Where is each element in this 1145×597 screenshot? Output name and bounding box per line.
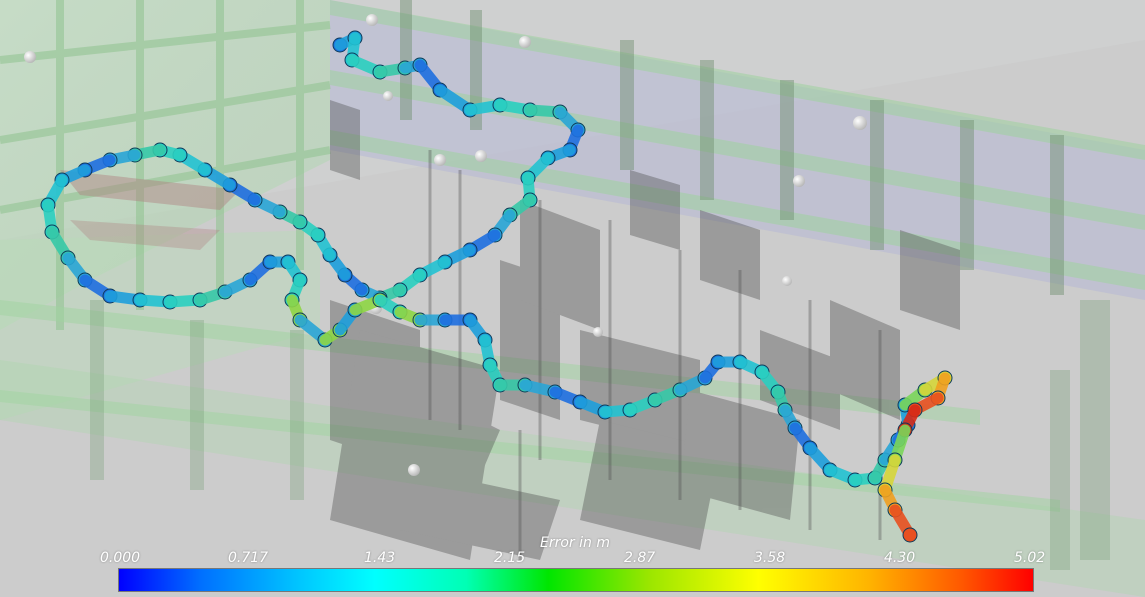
colorbar-tick-label: 1.43 [364, 550, 396, 566]
trajectory-bead [902, 527, 918, 543]
anchor-sphere [853, 116, 867, 130]
anchor-sphere [434, 154, 446, 166]
colorbar-tick-label: 2.15 [494, 550, 526, 566]
error-colorbar [118, 568, 1034, 592]
colorbar-tick-label: 0.717 [228, 550, 269, 566]
anchor-sphere [593, 327, 603, 337]
colorbar-tick-label: 0.000 [100, 550, 141, 566]
trajectory-path [40, 30, 953, 543]
colorbar-tick-label: 2.87 [624, 550, 656, 566]
anchor-sphere [24, 51, 36, 63]
anchor-sphere [475, 150, 487, 162]
colorbar-tick-label: 3.58 [754, 550, 786, 566]
anchor-sphere [519, 36, 531, 48]
anchor-sphere [408, 464, 420, 476]
anchor-sphere [782, 276, 792, 286]
partitions [330, 100, 960, 560]
colorbar-title: Error in m [540, 535, 610, 551]
colorbar-tick-label: 4.30 [884, 550, 916, 566]
anchor-sphere [383, 91, 393, 101]
colorbar-tick-label: 5.02 [1014, 550, 1046, 566]
anchor-sphere [366, 14, 378, 26]
anchor-sphere [793, 175, 805, 187]
